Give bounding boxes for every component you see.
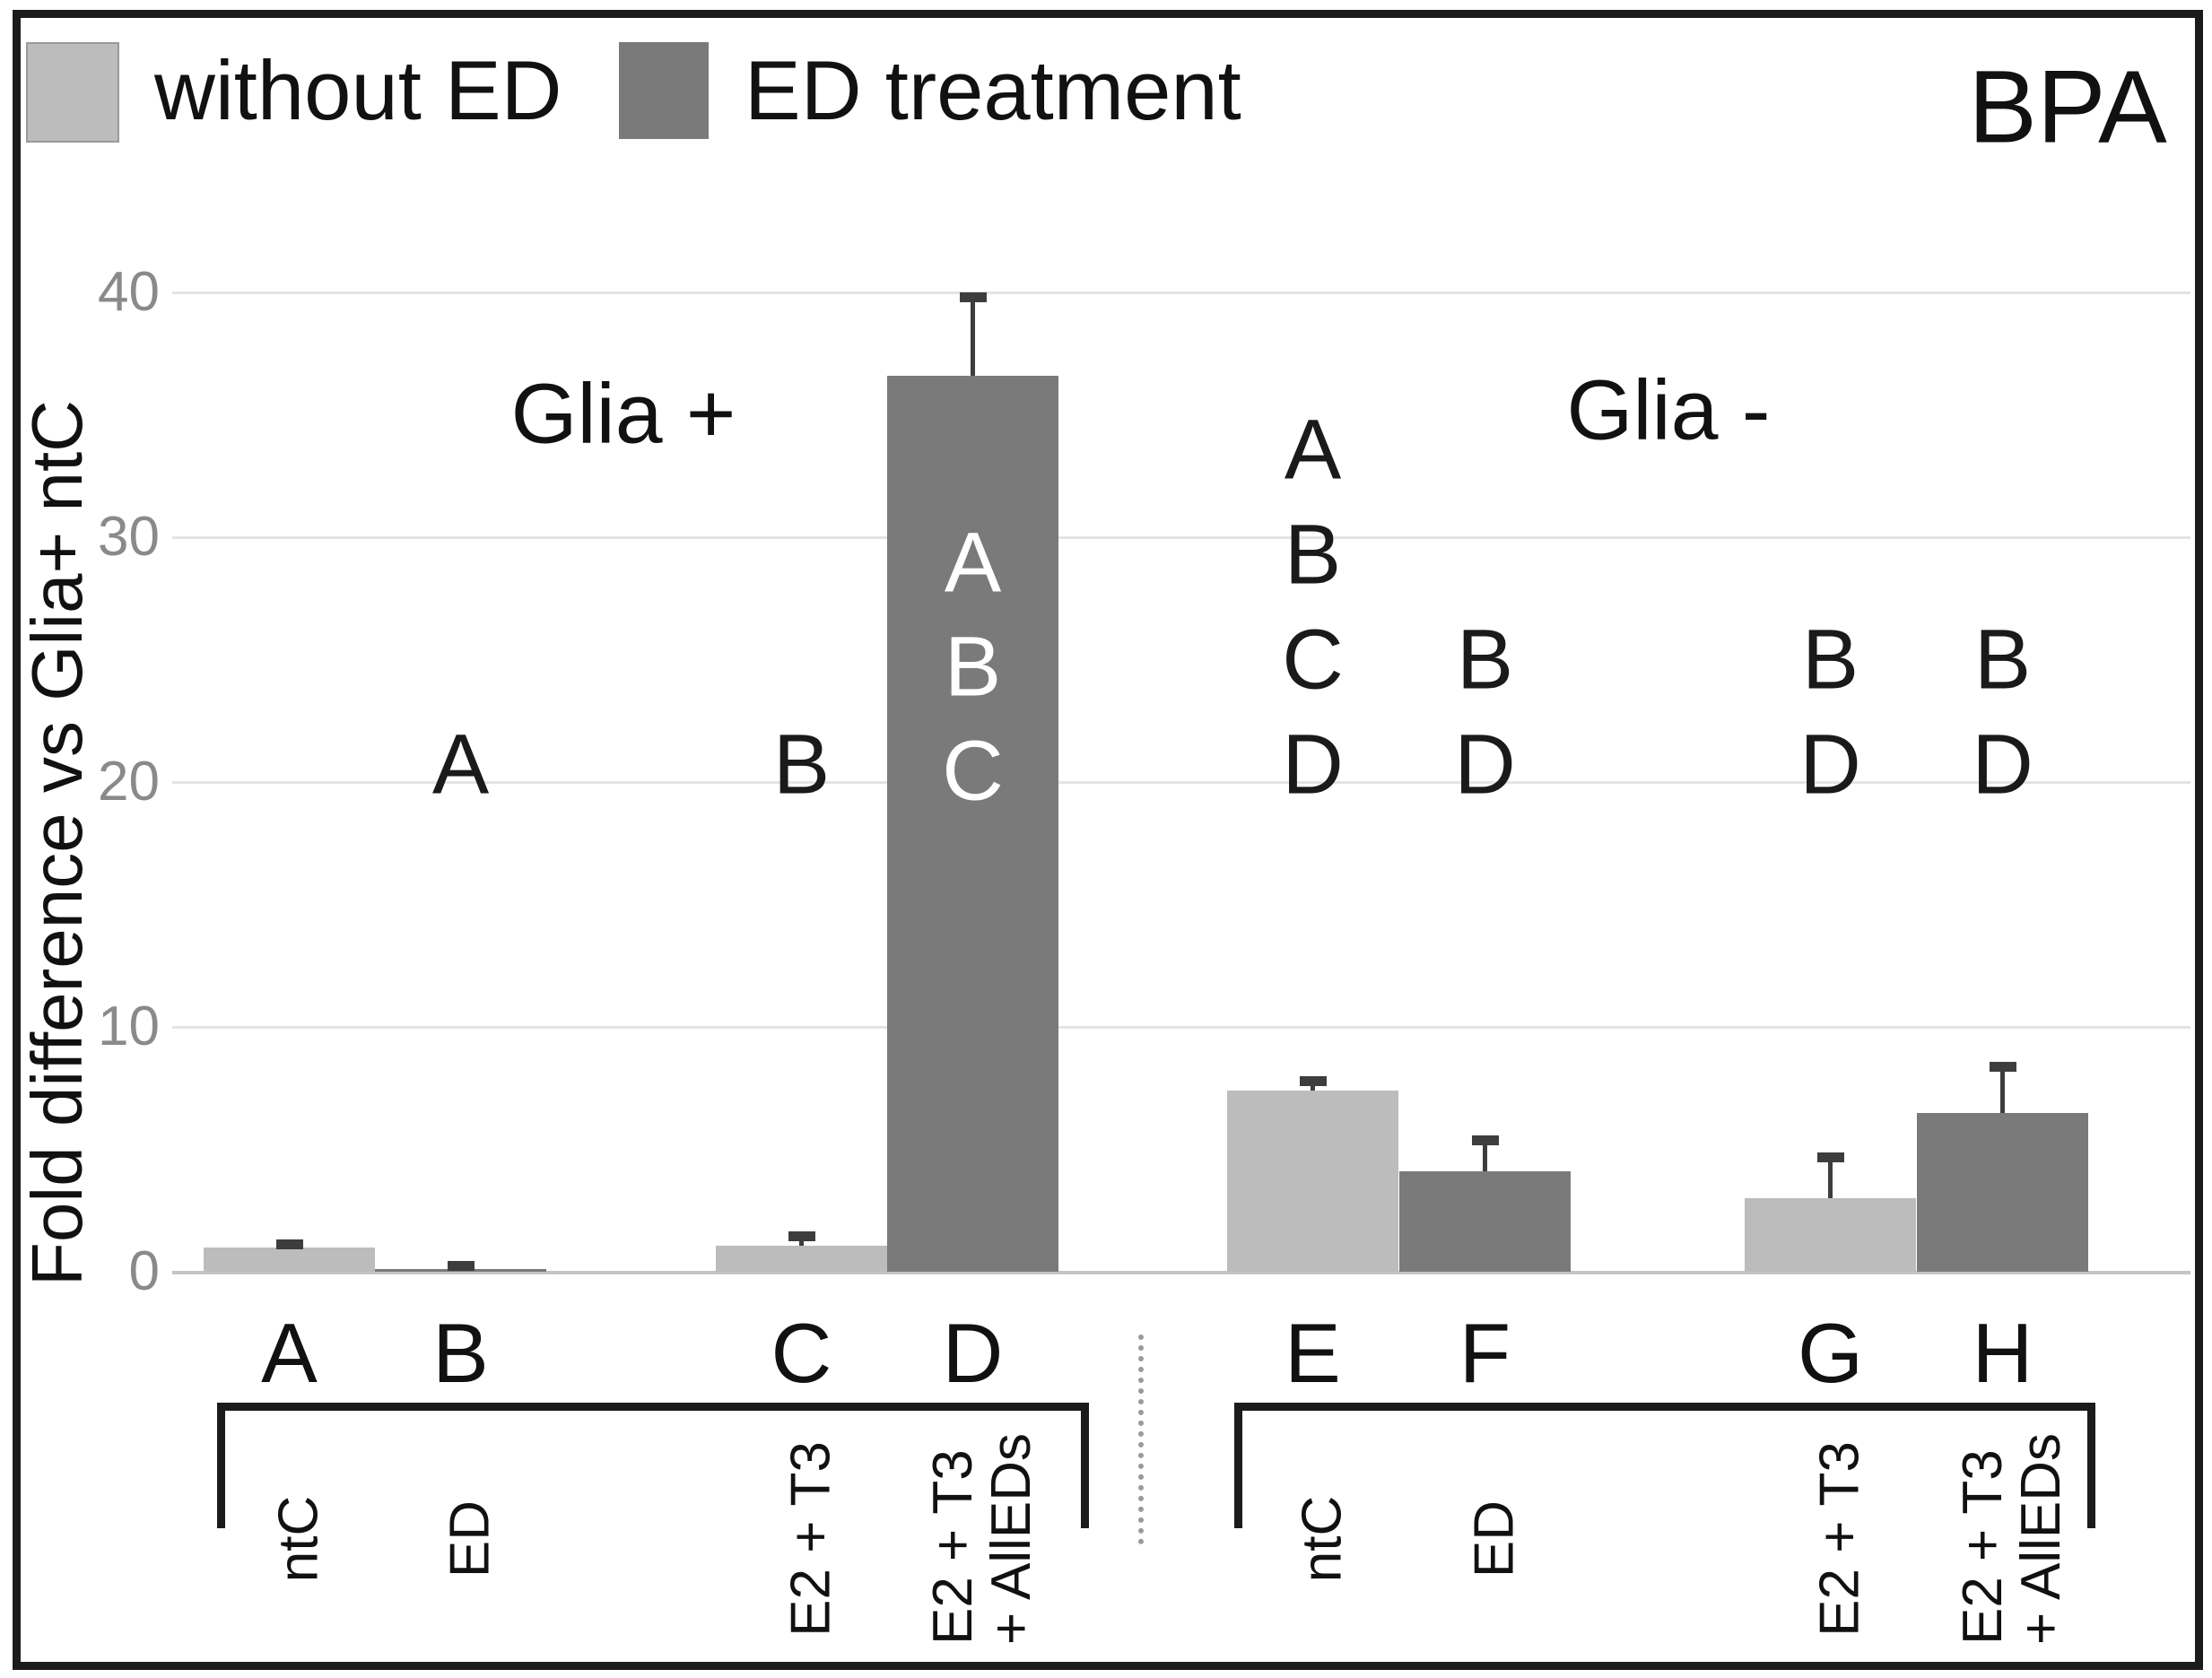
x-letter-G: G [1797,1306,1864,1400]
sig-letter-H-B: B [1973,612,2032,708]
error-line-G [1828,1156,1833,1199]
sig-letter-D-C: C [942,723,1004,819]
legend-label-without-ed: without ED [154,43,562,137]
sig-letter-E-D: D [1282,717,1344,813]
bar-E [1227,1091,1398,1272]
error-cap-C [788,1231,815,1242]
figure-border [13,10,2203,1670]
bar-D [887,376,1058,1272]
error-line-F [1483,1139,1487,1172]
gridline-20 [172,781,2190,784]
y-tick-label-30: 30 [98,506,160,568]
x-letter-B: B [432,1306,489,1400]
error-line-D [971,297,975,376]
x-letter-F: F [1459,1306,1511,1400]
bar-G [1745,1198,1916,1272]
sig-letter-G-D: D [1799,717,1861,813]
gridline-30 [172,536,2190,539]
x-letter-H: H [1972,1306,2033,1400]
treatment-label-H: E2 + T3 + AllEDs [1951,1432,2072,1646]
legend-label-ed-treatment: ED treatment [745,43,1241,137]
bar-F [1399,1171,1571,1272]
error-cap-G [1816,1152,1844,1162]
treatment-label-A: ntC [266,1495,329,1583]
error-cap-A [275,1239,303,1249]
group-bracket-glia-minus [1234,1403,2095,1528]
error-cap-B [447,1261,475,1272]
treatment-label-E: ntC [1290,1495,1353,1583]
y-tick-label-40: 40 [98,261,160,323]
sig-letter-G-B: B [1801,612,1859,708]
legend-swatch-without-ed [26,42,119,143]
treatment-label-F: ED [1462,1500,1525,1578]
error-line-H [2000,1065,2005,1113]
treatment-label-B: ED [438,1500,501,1578]
sig-letter-E-B: B [1284,507,1342,603]
x-letter-E: E [1285,1306,1341,1400]
error-cap-F [1471,1135,1499,1145]
treatment-label-C: E2 + T3 [779,1441,841,1637]
gridline-40 [172,291,2190,294]
error-cap-H [1989,1061,2016,1072]
group-title-glia-minus: Glia - [1566,362,1771,458]
sig-letter-F-D: D [1454,717,1516,813]
legend-swatch-ed-treatment [619,42,709,139]
x-letter-C: C [771,1306,832,1400]
treatment-label-D: E2 + T3 + AllEDs [921,1432,1042,1646]
y-tick-label-0: 0 [128,1240,160,1302]
sig-letter-E-A: A [1284,402,1342,498]
error-cap-D [959,292,987,303]
sig-letter-F-B: B [1456,612,1514,708]
treatment-label-G: E2 + T3 [1807,1441,1870,1637]
x-letter-D: D [942,1306,1004,1400]
sig-letter-C-B: B [772,717,831,813]
error-cap-E [1299,1076,1327,1087]
y-tick-label-10: 10 [98,995,160,1057]
gridline-0 [172,1271,2190,1274]
bar-H [1917,1113,2088,1272]
panel-title: BPA [1968,49,2167,165]
bar-A [204,1248,375,1272]
x-letter-A: A [261,1306,318,1400]
sig-letter-E-C: C [1282,612,1344,708]
bar-C [716,1246,887,1272]
sig-letter-H-D: D [1972,717,2033,813]
y-tick-label-20: 20 [98,751,160,813]
sig-letter-D-A: A [944,515,1002,611]
group-bracket-glia-plus [217,1403,1089,1528]
sig-letter-D-B: B [944,619,1002,715]
group-divider-dotted-line [1138,1335,1144,1544]
sig-letter-B-A: A [431,717,490,813]
gridline-10 [172,1026,2190,1029]
group-title-glia-plus: Glia + [510,366,736,462]
